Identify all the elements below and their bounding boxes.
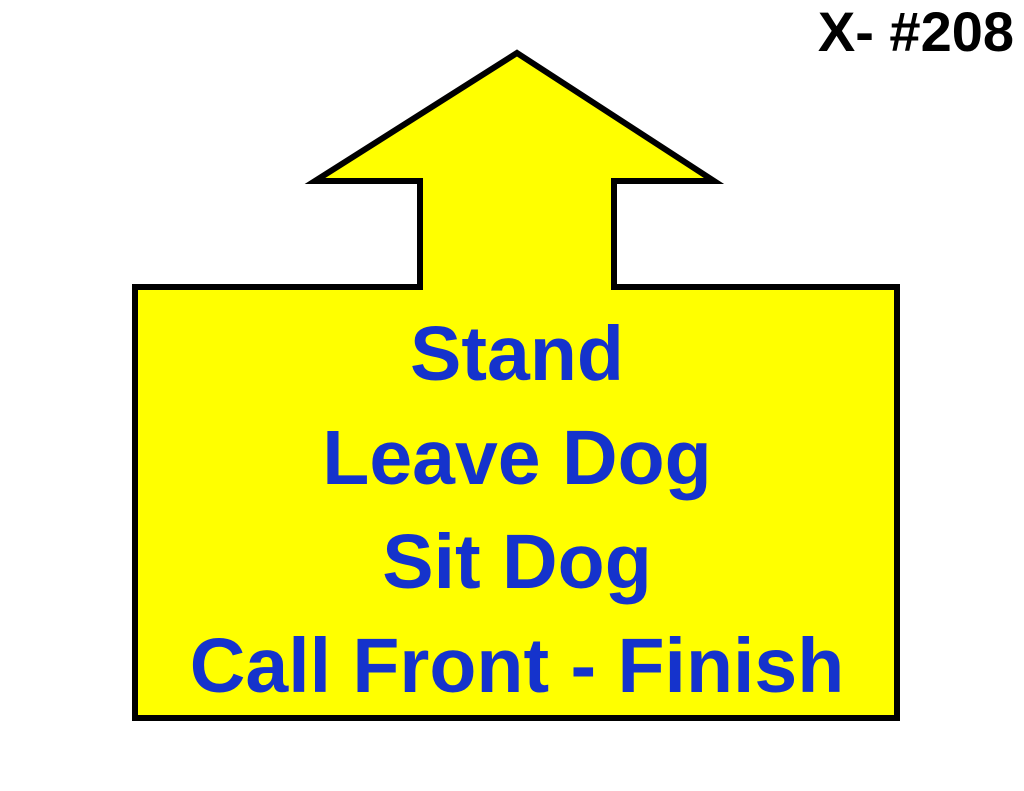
up-arrow-icon xyxy=(132,49,900,721)
step-stand: Stand xyxy=(410,311,624,397)
step-sit-dog: Sit Dog xyxy=(382,519,652,605)
sign-number-label: X- #208 xyxy=(817,0,1014,63)
instruction-text-block: Stand Leave Dog Sit Dog Call Front - Fin… xyxy=(135,294,899,718)
step-call-front-finish: Call Front - Finish xyxy=(189,623,845,709)
step-leave-dog: Leave Dog xyxy=(322,415,712,501)
